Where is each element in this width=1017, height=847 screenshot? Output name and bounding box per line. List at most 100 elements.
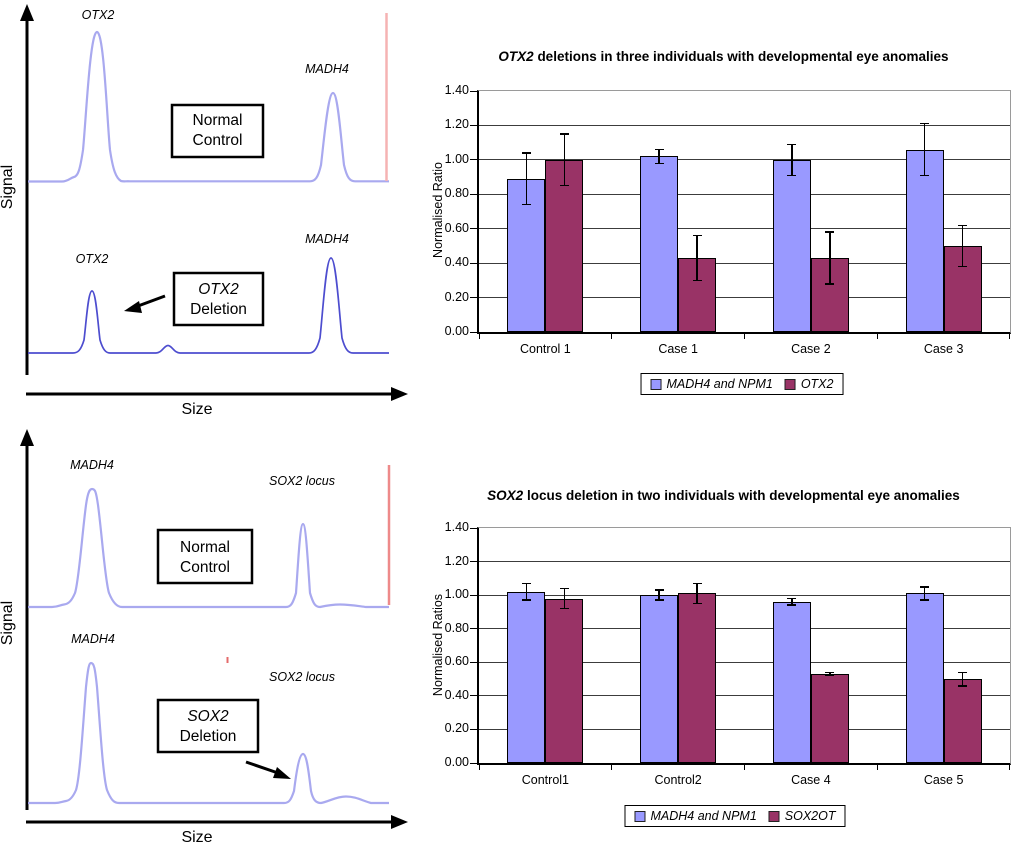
y-tick: [470, 628, 477, 630]
deletion-trace: [28, 661, 389, 805]
legend-label: MADH4 and NPM1: [666, 377, 773, 391]
bar: [640, 595, 679, 763]
y-axis-title: Signal: [0, 165, 16, 209]
error-bar-cap: [920, 122, 930, 125]
normal-control-box-line2: Control: [180, 559, 230, 576]
bar: [507, 591, 546, 763]
x-axis-arrow-icon: [391, 815, 408, 829]
error-bar: [525, 152, 528, 205]
y-axis-label: Normalised Ratio: [431, 162, 445, 258]
error-bar: [696, 235, 698, 281]
legend: MADH4 and NPM1 SOX2OT: [624, 805, 846, 827]
y-tick-label: 1.20: [444, 553, 469, 568]
error-bar-cap: [521, 203, 531, 206]
error-bar: [829, 232, 831, 284]
y-axis-arrow-icon: [20, 4, 34, 21]
error-bar: [563, 134, 566, 186]
otx2-signal-panel: Signal Size OTX2 MADH4 Normal Control OT…: [0, 4, 408, 418]
error-bar-cap: [958, 265, 968, 268]
y-tick-label: 1.40: [444, 83, 469, 97]
error-bar-cap: [787, 174, 797, 177]
normal-peak2-label: MADH4: [305, 62, 349, 76]
error-bar-cap: [920, 586, 930, 588]
x-axis-title: Size: [181, 401, 212, 418]
x-tick: [876, 334, 878, 339]
gridline: [479, 728, 1010, 730]
x-tick: [611, 765, 613, 770]
chart-title-gene: OTX2: [498, 49, 534, 64]
y-tick: [470, 297, 477, 299]
normal-peak2-label: SOX2 locus: [269, 474, 335, 488]
error-bar: [525, 583, 528, 601]
normal-control-box: [156, 528, 254, 585]
bar: [810, 674, 849, 763]
y-tick: [470, 262, 477, 264]
plot-area: 0.00 0.20 0.40 0.60 0.80 1.00 1.20 1.40 Control1…: [445, 520, 1011, 787]
x-tick: [611, 334, 613, 339]
gridline: [479, 124, 1010, 126]
y-tick: [470, 527, 477, 529]
chart-title: OTX2 deletions in three individuals with…: [484, 48, 964, 66]
category-label: Case 1: [658, 342, 698, 356]
gridline: [479, 297, 1010, 299]
legend-swatch-icon: [634, 810, 646, 822]
y-tick-label: 0.60: [444, 220, 469, 235]
y-tick: [470, 124, 477, 126]
y-tick-label: 0.20: [444, 289, 469, 304]
deletion-peak1-label: MADH4: [71, 632, 115, 646]
y-tick-label: 0.00: [444, 755, 469, 769]
bar: [545, 159, 584, 332]
y-tick: [470, 159, 477, 161]
deletion-box-line2: Deletion: [190, 301, 247, 318]
y-tick-label: 0.60: [444, 654, 469, 669]
y-axis-label: Normalised Ratios: [431, 593, 445, 697]
y-tick: [470, 728, 477, 730]
error-bar-cap: [958, 224, 968, 227]
x-tick: [478, 334, 480, 339]
gridline: [479, 661, 1010, 663]
legend: MADH4 and NPM1 OTX2: [640, 373, 844, 395]
error-bar-cap: [787, 597, 797, 600]
y-tick: [470, 331, 477, 333]
error-bar-cap: [559, 607, 569, 610]
error-bar-cap: [825, 674, 835, 677]
error-bar-cap: [692, 234, 702, 237]
normal-control-box-line2: Control: [193, 132, 243, 149]
deletion-arrow: [245, 760, 279, 775]
y-tick: [470, 193, 477, 195]
error-bar-cap: [654, 162, 664, 165]
sox2-bar-chart: SOX2 locus deletion in two individuals w…: [430, 470, 1017, 847]
legend-swatch-icon: [784, 378, 796, 390]
error-bar-cap: [958, 671, 968, 674]
normal-control-box: [170, 103, 265, 159]
gridline: [479, 594, 1010, 596]
legend-label: MADH4 and NPM1: [650, 809, 757, 823]
bar: [545, 598, 584, 763]
y-tick: [470, 561, 477, 563]
category-label: Control1: [521, 773, 569, 787]
error-bar: [563, 588, 566, 609]
error-bar-cap: [654, 599, 664, 601]
y-tick-label: 0.40: [444, 255, 469, 270]
y-tick-label: 0.40: [444, 687, 469, 702]
error-bar: [791, 144, 793, 176]
error-bar-cap: [692, 582, 702, 585]
y-axis-arrow-icon: [20, 429, 34, 446]
gridline: [479, 159, 1010, 161]
y-tick: [470, 695, 477, 697]
error-bar: [923, 123, 926, 176]
error-bar-cap: [654, 589, 664, 591]
x-tick: [744, 334, 745, 339]
error-bar-cap: [559, 184, 569, 187]
gridline: [479, 228, 1010, 230]
error-bar: [961, 672, 964, 686]
bar: [810, 257, 849, 332]
error-bar: [961, 225, 964, 267]
chart-title-rest: deletions in three individuals with deve…: [533, 49, 949, 64]
y-tick-label: 1.00: [444, 151, 469, 166]
y-tick: [470, 228, 477, 230]
gridline: [479, 193, 1010, 195]
error-bar-cap: [825, 671, 835, 674]
y-tick-label: 0.20: [444, 721, 469, 736]
y-tick-label: 0.80: [444, 620, 469, 635]
